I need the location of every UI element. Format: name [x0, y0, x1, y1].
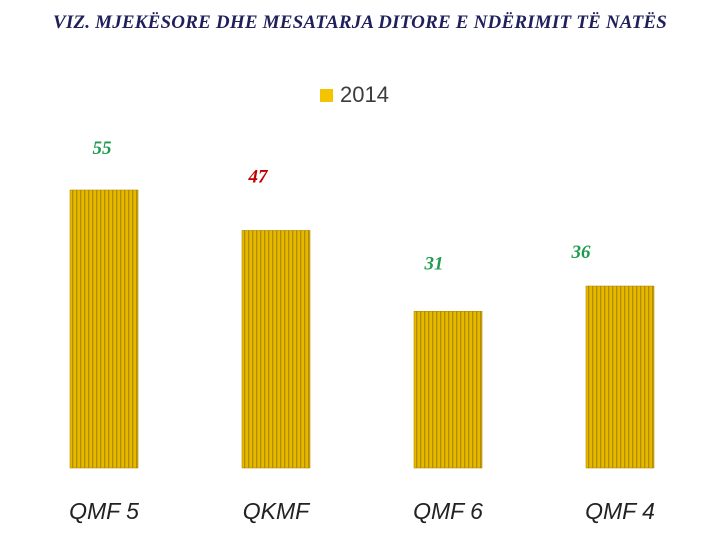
bar-qmf-6 [413, 311, 483, 469]
x-tick-qkmf: QKMF [243, 498, 311, 524]
x-tick-qmf-5: QMF 5 [69, 498, 139, 524]
bar-qkmf [241, 230, 311, 469]
x-axis-ticks: QMF 5 QKMF QMF 6 QMF 4 [69, 498, 655, 524]
chart-title: VIZ. MJEKËSORE DHE MESATARJA DITORE E ND… [52, 12, 668, 33]
x-tick-qmf-4: QMF 4 [585, 498, 655, 524]
bar-qmf-5 [69, 189, 139, 469]
bars-layer [69, 189, 655, 469]
x-tick-qmf-6: QMF 6 [413, 498, 483, 524]
legend: 2014 [320, 82, 389, 108]
data-labels-layer: 55 47 31 36 [93, 138, 592, 274]
legend-label: 2014 [340, 82, 389, 107]
data-label-qmf-5: 55 [93, 138, 113, 159]
bar-qmf-4 [585, 285, 655, 469]
data-label-qkmf: 47 [248, 166, 270, 187]
data-label-qmf-4: 36 [571, 242, 592, 263]
data-label-qmf-6: 31 [424, 253, 444, 274]
legend-swatch [320, 88, 333, 102]
